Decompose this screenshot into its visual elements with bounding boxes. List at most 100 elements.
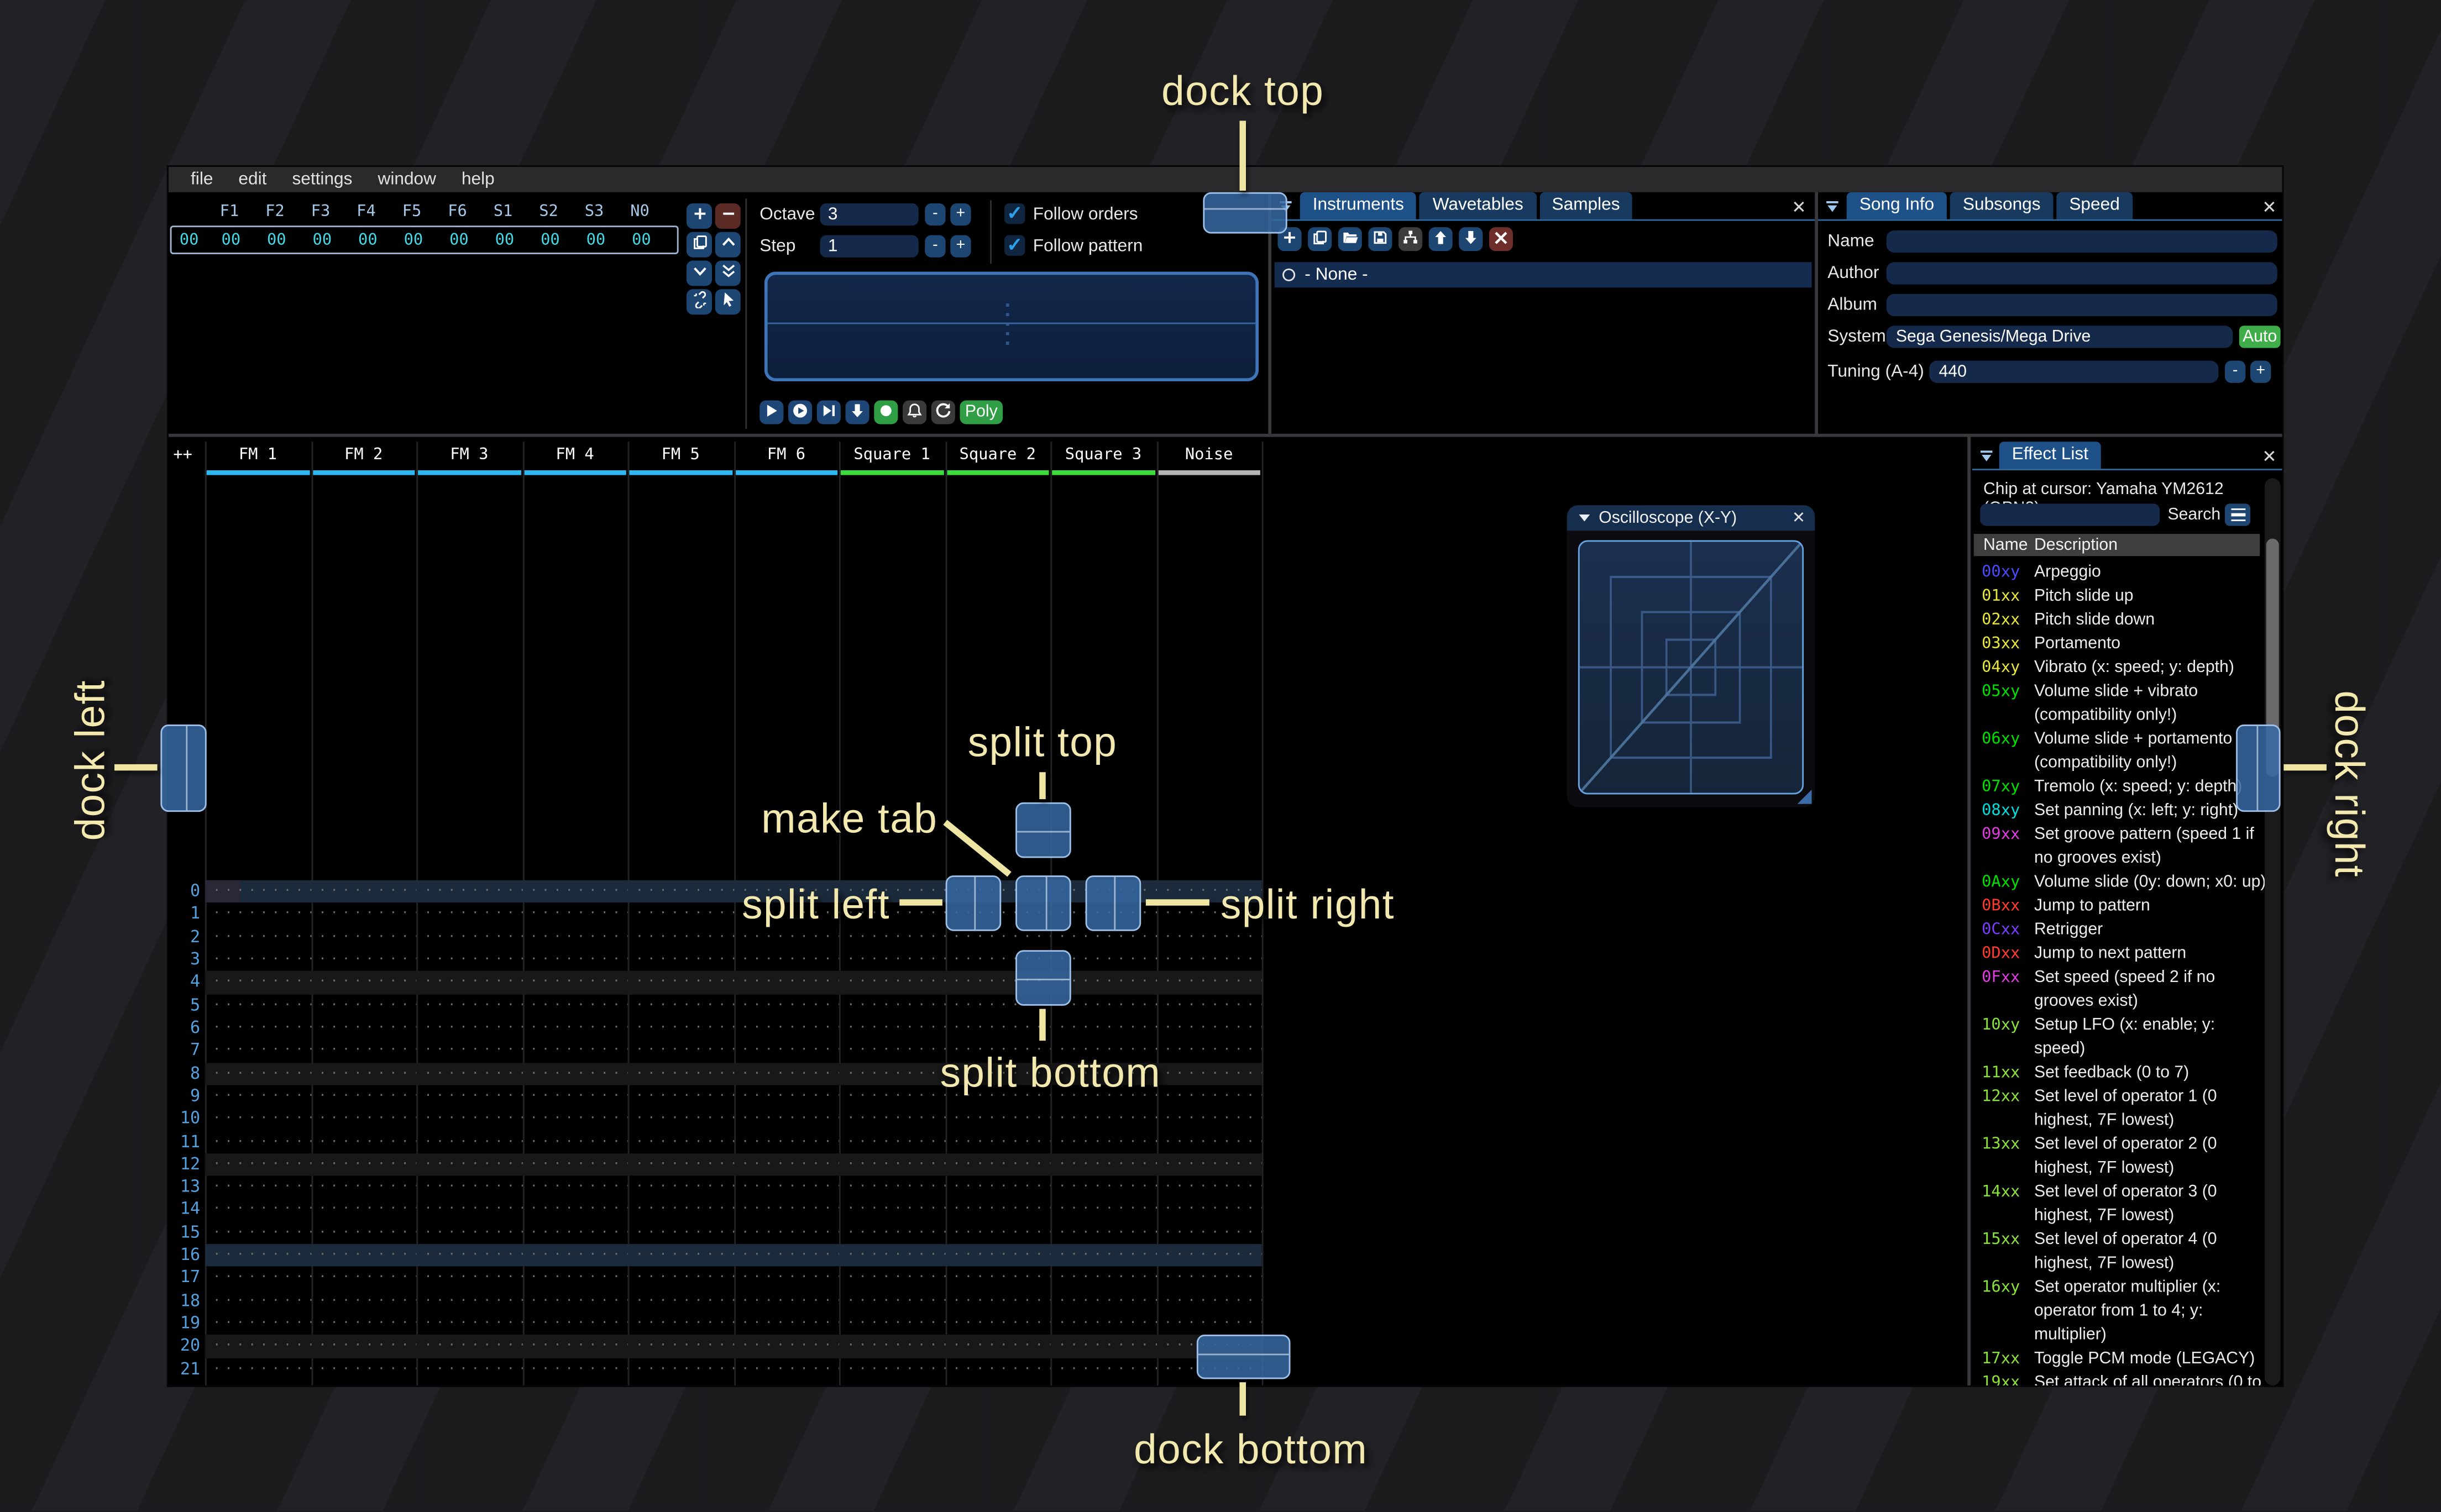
pattern-cell[interactable]: ············ bbox=[636, 1225, 734, 1239]
pattern-cell[interactable]: ············ bbox=[847, 928, 945, 943]
pattern-cell[interactable]: ············ bbox=[636, 1270, 734, 1285]
order-cell[interactable]: 00 bbox=[541, 231, 560, 249]
pattern-row[interactable]: 8 ········ ···· ···· ········ ········ ···· ···… bbox=[169, 1062, 1262, 1085]
pattern-cell[interactable]: ············ bbox=[530, 1088, 628, 1102]
pattern-cell[interactable]: ············ bbox=[952, 1179, 1051, 1194]
album-field[interactable] bbox=[1886, 293, 2277, 317]
pattern-cell[interactable]: ············ bbox=[530, 1225, 628, 1239]
pattern-cell[interactable]: ············ bbox=[741, 1225, 839, 1239]
dock-left-target[interactable] bbox=[160, 725, 207, 812]
pattern-cell[interactable]: ············ bbox=[318, 1042, 416, 1057]
pattern-cell[interactable]: ············ bbox=[1058, 928, 1156, 943]
pattern-cell[interactable]: ············ bbox=[636, 1133, 734, 1148]
pattern-cell[interactable]: ············ bbox=[318, 1020, 416, 1035]
pattern-cell[interactable]: ············ bbox=[424, 974, 522, 989]
pattern-cell[interactable]: ············ bbox=[847, 1225, 945, 1239]
pattern-cell[interactable]: ············ bbox=[1058, 1156, 1156, 1171]
pattern-cell[interactable]: ············ bbox=[741, 1020, 839, 1035]
effect-row[interactable]: 11xx Set feedback (0 to 7) bbox=[1982, 1062, 2276, 1085]
pattern-cell[interactable]: ············ bbox=[741, 1270, 839, 1285]
tab-wavetables[interactable]: Wavetables bbox=[1419, 192, 1536, 219]
pattern-cell[interactable]: ············ bbox=[530, 1247, 628, 1262]
pattern-cell[interactable]: ············ bbox=[530, 1179, 628, 1194]
pattern-cell[interactable]: ············ bbox=[213, 928, 311, 943]
clone-button[interactable] bbox=[1308, 227, 1332, 251]
pattern-cell[interactable]: ············ bbox=[530, 997, 628, 1012]
name-field[interactable] bbox=[1886, 230, 2277, 253]
effect-search-input[interactable] bbox=[1980, 503, 2160, 526]
pattern-row[interactable]: 13 ········ ···· ···· ········ ········ ···· ··… bbox=[169, 1176, 1262, 1199]
double-chevron-down-button[interactable] bbox=[715, 260, 741, 286]
instrument-list-item[interactable]: - None - bbox=[1274, 262, 1812, 288]
folder-open-button[interactable] bbox=[1338, 227, 1362, 251]
order-cell[interactable]: 00 bbox=[632, 231, 651, 249]
pattern-cell[interactable]: ············ bbox=[636, 1111, 734, 1126]
pattern-cell[interactable]: ············ bbox=[1164, 1111, 1262, 1126]
pattern-cell[interactable]: ············ bbox=[424, 1111, 522, 1126]
pattern-cell[interactable]: ············ bbox=[530, 1201, 628, 1216]
pattern-cell[interactable]: ············ bbox=[1164, 1315, 1262, 1330]
pattern-cell[interactable]: ············ bbox=[847, 974, 945, 989]
pattern-cell[interactable]: ············ bbox=[530, 928, 628, 943]
channel-header-fm-2[interactable]: FM 2 bbox=[344, 446, 383, 464]
effect-row[interactable]: 12xx Set level of operator 1 (0 highest, … bbox=[1982, 1085, 2276, 1133]
effect-list-scrollbar[interactable] bbox=[2264, 478, 2281, 1385]
pattern-cell[interactable]: ············ bbox=[636, 1201, 734, 1216]
play-button[interactable] bbox=[759, 400, 784, 424]
pattern-cell[interactable]: ············ bbox=[424, 1065, 522, 1080]
effect-row[interactable]: 05xy Volume slide + vibrato (compatibilit… bbox=[1982, 680, 2276, 728]
menu-item-window[interactable]: window bbox=[378, 170, 436, 190]
pattern-cell[interactable]: ············ bbox=[741, 1156, 839, 1171]
pattern-cell[interactable]: ············ bbox=[318, 997, 416, 1012]
arrow-up-button[interactable] bbox=[1428, 227, 1453, 251]
pattern-cell[interactable]: ············ bbox=[952, 1225, 1051, 1239]
pattern-row[interactable]: 20 ········ ···· ···· ········ ········ ···· ··… bbox=[169, 1335, 1262, 1358]
scrollbar-thumb[interactable] bbox=[2266, 538, 2279, 777]
pattern-cell[interactable]: ············ bbox=[318, 883, 416, 898]
pattern-cell[interactable]: ············ bbox=[530, 1315, 628, 1330]
order-cell[interactable]: 00 bbox=[449, 231, 469, 249]
pattern-cell[interactable]: ············ bbox=[1164, 1179, 1262, 1194]
pattern-cell[interactable]: ············ bbox=[1164, 1201, 1262, 1216]
tree-button[interactable] bbox=[1398, 227, 1423, 251]
pattern-cell[interactable]: ············ bbox=[424, 928, 522, 943]
pointer-button[interactable] bbox=[715, 289, 741, 315]
pattern-cell[interactable]: ············ bbox=[847, 1361, 945, 1376]
effect-row[interactable]: 10xy Setup LFO (x: enable; y: speed) bbox=[1982, 1014, 2276, 1061]
play-to-end-button[interactable] bbox=[816, 400, 841, 424]
pattern-cell[interactable]: ············ bbox=[1058, 951, 1156, 966]
pattern-row[interactable]: 14 ········ ···· ···· ········ ········ ···· ··… bbox=[169, 1199, 1262, 1221]
pattern-cell[interactable]: ············ bbox=[741, 1088, 839, 1102]
tab-list-caret-icon[interactable] bbox=[1976, 445, 1996, 465]
pattern-cell[interactable]: ············ bbox=[1164, 1088, 1262, 1102]
pattern-cell[interactable]: ············ bbox=[847, 906, 945, 921]
tab-list-caret-icon[interactable] bbox=[1821, 196, 1842, 216]
pattern-cell[interactable]: ············ bbox=[952, 1315, 1051, 1330]
channel-header-fm-5[interactable]: FM 5 bbox=[661, 446, 700, 464]
record-button[interactable] bbox=[874, 400, 898, 424]
pattern-cell[interactable]: ············ bbox=[213, 1156, 311, 1171]
pattern-cell[interactable]: ············ bbox=[318, 1088, 416, 1102]
pattern-cell[interactable]: ············ bbox=[1058, 1111, 1156, 1126]
pattern-cell[interactable]: ············ bbox=[424, 906, 522, 921]
pattern-row[interactable]: 2 ········ ···· ···· ········ ········ ···· ···… bbox=[169, 926, 1262, 948]
pattern-cell[interactable]: ············ bbox=[424, 1201, 522, 1216]
pattern-cell[interactable]: ············ bbox=[741, 974, 839, 989]
pattern-cell[interactable]: ············ bbox=[530, 1020, 628, 1035]
effect-row[interactable]: 06xy Volume slide + portamento (compatibi… bbox=[1982, 728, 2276, 775]
pattern-cell[interactable]: ············ bbox=[1058, 1133, 1156, 1148]
pattern-cell[interactable]: ············ bbox=[741, 906, 839, 921]
effect-row[interactable]: 01xx Pitch slide up bbox=[1982, 585, 2276, 608]
effect-row[interactable]: 00xy Arpeggio bbox=[1982, 561, 2276, 585]
pattern-cell[interactable]: ············ bbox=[847, 1293, 945, 1308]
pattern-cell[interactable]: ············ bbox=[636, 974, 734, 989]
octave-input[interactable]: 3 bbox=[820, 203, 919, 226]
pattern-cell[interactable]: ············ bbox=[636, 1179, 734, 1194]
pattern-cell[interactable]: ············ bbox=[741, 1179, 839, 1194]
collapse-caret-icon[interactable] bbox=[1576, 510, 1593, 526]
channel-header-fm-3[interactable]: FM 3 bbox=[450, 446, 489, 464]
step-plus-button[interactable]: + bbox=[950, 235, 971, 258]
pattern-cell[interactable]: ············ bbox=[424, 883, 522, 898]
pattern-row[interactable]: 7 ········ ···· ···· ········ ········ ···· ···… bbox=[169, 1040, 1262, 1062]
pattern-cell[interactable]: ············ bbox=[741, 1111, 839, 1126]
